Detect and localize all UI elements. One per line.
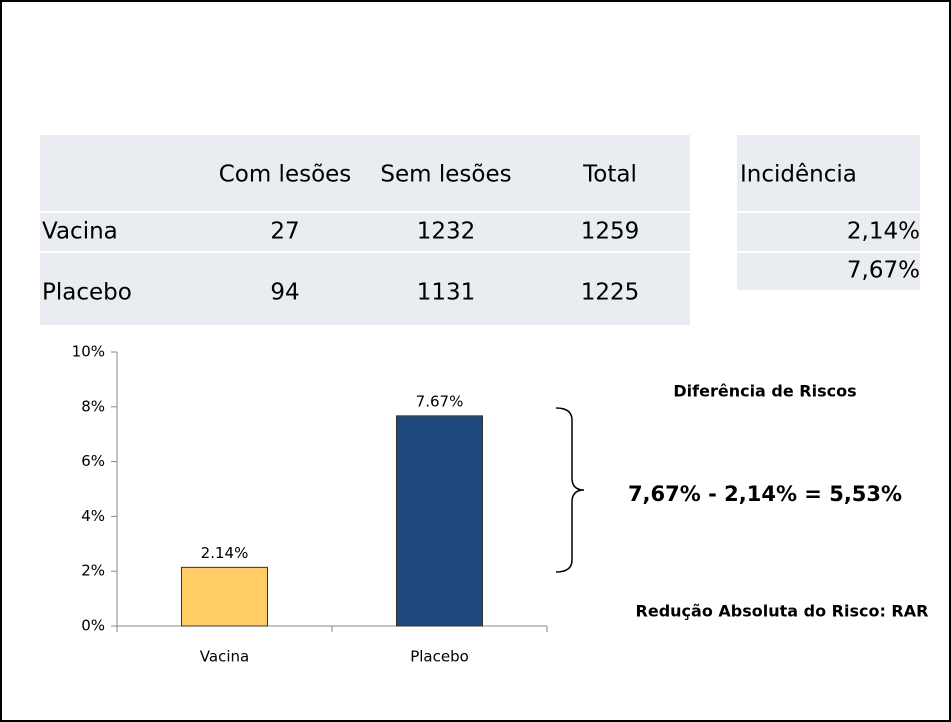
- table-row-bg: [40, 253, 690, 325]
- table-header-bg: [40, 135, 690, 211]
- column-header: Com lesões: [219, 162, 352, 188]
- row-label: Placebo: [42, 280, 132, 306]
- y-tick-label: 2%: [81, 562, 105, 580]
- incidence-header: Incidência: [740, 162, 857, 188]
- value-label: 2.14%: [201, 544, 249, 562]
- x-tick-label: Vacina: [200, 648, 249, 666]
- annotation-title: Diferência de Riscos: [673, 382, 856, 401]
- bar: [396, 415, 483, 627]
- incidence-value: 2,14%: [847, 219, 920, 245]
- brace: [555, 407, 585, 573]
- y-tick-label: 10%: [72, 343, 105, 361]
- y-tick-label: 4%: [81, 507, 105, 525]
- column-header: Sem lesões: [380, 162, 511, 188]
- incidence-value: 7,67%: [847, 258, 920, 284]
- bar: [181, 566, 268, 627]
- table-row-bg: [40, 213, 690, 251]
- table-cell: 1131: [417, 280, 476, 306]
- column-header: Total: [582, 162, 637, 188]
- incidence-header-bg: [737, 135, 920, 211]
- table-cell: 1232: [417, 219, 476, 245]
- annotation-footer: Redução Absoluta do Risco: RAR: [636, 602, 929, 621]
- y-tick-label: 0%: [81, 617, 105, 635]
- incidence-row-bg: [737, 213, 920, 251]
- table-cell: 1259: [581, 219, 640, 245]
- table-cell: 94: [270, 280, 299, 306]
- x-tick-label: Placebo: [410, 648, 469, 666]
- y-tick-label: 8%: [81, 397, 105, 415]
- value-label: 7.67%: [416, 392, 464, 410]
- annotation-formula: 7,67% - 2,14% = 5,53%: [628, 482, 902, 506]
- y-tick-label: 6%: [81, 452, 105, 470]
- table-cell: 1225: [581, 280, 640, 306]
- incidence-row-bg: [737, 253, 920, 290]
- row-label: Vacina: [42, 219, 118, 245]
- table-cell: 27: [270, 219, 299, 245]
